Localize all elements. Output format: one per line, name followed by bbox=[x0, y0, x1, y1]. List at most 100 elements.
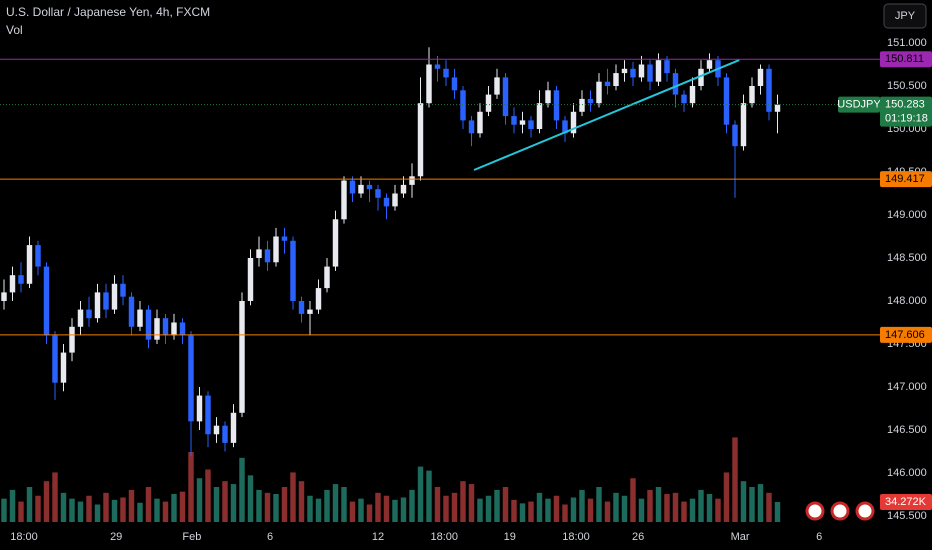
candle-body bbox=[723, 77, 730, 125]
volume-bar bbox=[409, 489, 415, 522]
candle-body bbox=[383, 197, 390, 207]
volume-bar bbox=[536, 492, 543, 522]
price-label: 150.811 bbox=[885, 53, 924, 65]
candle-body bbox=[315, 288, 322, 310]
candle-body bbox=[281, 236, 288, 241]
volume-bar bbox=[689, 498, 696, 522]
candle-body bbox=[239, 300, 245, 413]
volume-bar bbox=[655, 487, 662, 522]
volume-bar bbox=[264, 492, 271, 522]
volume-bar bbox=[69, 498, 75, 522]
candle-body bbox=[154, 318, 160, 340]
trend-line bbox=[473, 59, 740, 171]
candle-body bbox=[162, 318, 169, 336]
volume-bar bbox=[196, 478, 203, 522]
candle-body bbox=[732, 124, 738, 147]
symbol-label: USDJPY bbox=[837, 99, 881, 111]
candle-body bbox=[468, 120, 475, 134]
last-price-box bbox=[880, 96, 932, 127]
volume-bar bbox=[341, 487, 347, 522]
currency-label: JPY bbox=[895, 10, 916, 22]
volume-bar bbox=[647, 489, 653, 522]
volume-bar bbox=[103, 492, 109, 522]
volume-bar bbox=[621, 495, 628, 522]
volume-bar bbox=[672, 492, 679, 522]
volume-bar bbox=[26, 487, 33, 522]
volume-bar bbox=[247, 475, 254, 522]
candle-body bbox=[290, 240, 296, 301]
candle-body bbox=[451, 77, 458, 91]
candle-body bbox=[332, 219, 339, 267]
volume-bar bbox=[757, 484, 764, 522]
candle-body bbox=[43, 266, 50, 336]
candle-body bbox=[749, 85, 755, 104]
volume-bar bbox=[273, 494, 279, 522]
candle-body bbox=[179, 322, 186, 336]
volume-bar bbox=[111, 499, 118, 522]
candle-body bbox=[77, 309, 84, 327]
volume-bar bbox=[579, 489, 585, 522]
volume-bar bbox=[315, 498, 322, 522]
candle-body bbox=[477, 111, 483, 134]
candle-body bbox=[52, 335, 58, 383]
candle-body bbox=[111, 283, 118, 310]
volume-bar bbox=[120, 497, 126, 522]
volume-bar bbox=[256, 489, 262, 522]
volume-bar bbox=[519, 503, 526, 522]
candle-body bbox=[247, 257, 254, 301]
candle-body bbox=[366, 184, 373, 190]
candle-body bbox=[681, 94, 687, 104]
volume-bar bbox=[562, 504, 568, 522]
candle-body bbox=[9, 275, 16, 293]
volume-bar bbox=[417, 466, 424, 522]
candle-body bbox=[1, 292, 7, 301]
volume-bar bbox=[205, 469, 211, 522]
candle-body bbox=[298, 300, 305, 314]
candle-body bbox=[553, 90, 560, 121]
volume-bar bbox=[77, 501, 84, 522]
candle-body bbox=[545, 90, 551, 104]
y-tick-label: 146.500 bbox=[887, 424, 927, 436]
x-tick-label: 6 bbox=[816, 531, 822, 543]
volume-bar bbox=[604, 501, 611, 522]
candle-body bbox=[698, 68, 704, 86]
candle-body bbox=[375, 189, 381, 198]
volume-bar bbox=[179, 491, 186, 522]
candle-body bbox=[69, 326, 75, 353]
candle-body bbox=[774, 104, 781, 112]
candle-body bbox=[18, 275, 24, 284]
x-tick-label: 18:00 bbox=[431, 531, 459, 543]
candle-body bbox=[655, 60, 662, 82]
candle-body bbox=[213, 425, 220, 435]
volume-bar bbox=[162, 501, 169, 522]
price-label: 149.417 bbox=[885, 173, 925, 185]
candle-body bbox=[536, 103, 543, 129]
volume-bar bbox=[86, 495, 92, 522]
volume-bar bbox=[638, 498, 645, 522]
volume-bar bbox=[502, 487, 509, 522]
candle-body bbox=[205, 395, 211, 435]
currency-button[interactable] bbox=[883, 3, 927, 29]
x-tick-label: Feb bbox=[182, 531, 201, 543]
volume-bar bbox=[222, 481, 228, 522]
price-label-box bbox=[880, 51, 932, 68]
candle-body bbox=[222, 425, 228, 443]
candle-body bbox=[570, 111, 577, 134]
candle-body bbox=[324, 266, 330, 289]
price-label: 147.606 bbox=[885, 329, 925, 341]
x-tick-label: 19 bbox=[504, 531, 516, 543]
chart-title: U.S. Dollar / Japanese Yen, 4h, FXCM bbox=[6, 5, 210, 19]
y-tick-label: 151.000 bbox=[887, 37, 927, 49]
volume-bar bbox=[9, 489, 16, 522]
candle-body bbox=[647, 64, 653, 82]
candle-body bbox=[460, 90, 466, 121]
volume-bar bbox=[681, 501, 687, 522]
volume-bar bbox=[349, 501, 356, 522]
candle-body bbox=[434, 64, 441, 69]
volume-bar bbox=[171, 494, 177, 522]
candle-body bbox=[26, 245, 33, 284]
candle-body bbox=[256, 249, 262, 258]
volume-bar bbox=[774, 502, 781, 522]
volume-bar bbox=[706, 494, 713, 522]
